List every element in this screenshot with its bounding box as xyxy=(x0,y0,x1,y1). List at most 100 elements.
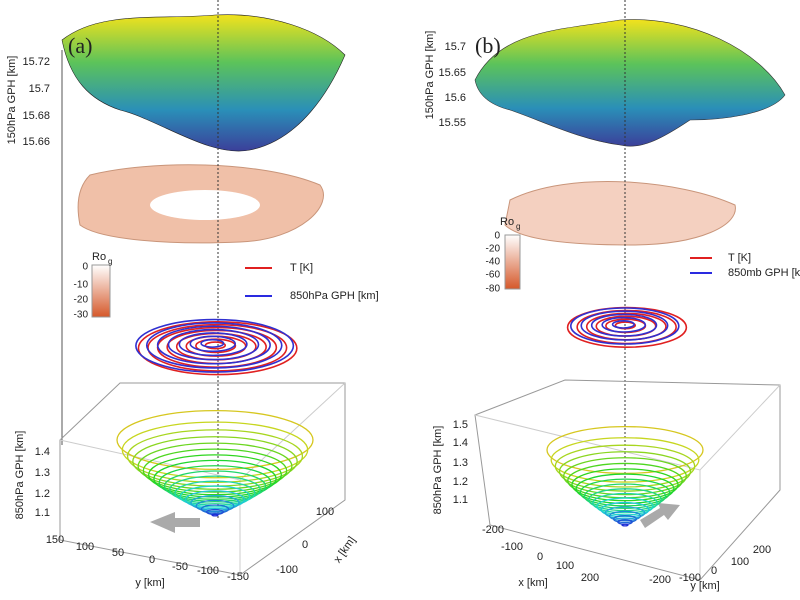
contour-line xyxy=(204,341,227,350)
tick-label: -80 xyxy=(486,284,501,295)
cone-contour xyxy=(184,490,246,510)
axis-label: 150hPa GPH [km] xyxy=(424,31,436,120)
colorbar-label: g xyxy=(108,257,112,266)
contour-line xyxy=(145,322,283,369)
surface xyxy=(474,19,786,147)
tick-label: 15.6 xyxy=(445,92,466,104)
cone-contour xyxy=(600,501,650,518)
cone-contour xyxy=(575,473,675,505)
axis-label: 850hPa GPH [km] xyxy=(432,426,444,515)
cone-contour xyxy=(563,457,687,496)
contour-line xyxy=(590,313,658,337)
colorbar-label: Ro xyxy=(92,251,106,263)
tick-label: -200 xyxy=(482,524,504,536)
cone-contour xyxy=(621,523,629,527)
cone-contour xyxy=(211,513,219,517)
axis-label: 850hPa GPH [km] xyxy=(14,431,26,520)
contour-line xyxy=(156,325,271,365)
axis-box xyxy=(59,382,346,576)
cone-contour xyxy=(604,506,646,520)
axis-label: 150hPa GPH [km] xyxy=(6,56,18,145)
tick-label: 50 xyxy=(112,547,124,559)
cone-contour xyxy=(592,492,658,514)
cone-contour xyxy=(608,510,642,522)
tick-label: 15.7 xyxy=(445,41,466,53)
contour-region xyxy=(504,181,736,246)
tick-label: 200 xyxy=(581,572,599,584)
contour-line xyxy=(147,323,288,372)
contour-line xyxy=(135,318,295,373)
tick-label: 15.66 xyxy=(22,136,50,148)
arrow xyxy=(150,512,200,533)
legend-label: 850hPa GPH [km] xyxy=(290,290,379,302)
legend-label: T [K] xyxy=(728,252,751,264)
cone-contour xyxy=(571,468,679,502)
cone-contour xyxy=(126,429,304,483)
contour-line xyxy=(200,338,225,348)
tick-label: -10 xyxy=(74,280,89,291)
cone-contour xyxy=(116,409,314,471)
colorbar-label: g xyxy=(516,222,520,231)
tick-label: 15.7 xyxy=(29,83,50,95)
tick-label: 1.1 xyxy=(453,494,468,506)
tick-label: -20 xyxy=(486,244,501,255)
tick-label: 15.72 xyxy=(22,56,50,68)
cone-contour xyxy=(153,459,277,498)
tick-label: -150 xyxy=(227,571,249,583)
tick-label: 100 xyxy=(731,556,749,568)
tick-label: -30 xyxy=(74,310,89,321)
panel-label: (a) xyxy=(68,33,92,58)
tick-label: 1.3 xyxy=(453,457,468,469)
axis-label: y [km] xyxy=(135,577,164,589)
tick-label: 15.55 xyxy=(438,117,466,129)
axis-label: y [km] xyxy=(690,580,719,592)
cone-contour xyxy=(163,470,267,502)
contour-line xyxy=(601,316,647,333)
cone-contour xyxy=(121,421,309,479)
panel-label: (b) xyxy=(475,33,501,58)
contour-line xyxy=(167,328,260,361)
cone-contour xyxy=(179,485,251,508)
tick-label: 100 xyxy=(556,560,574,572)
axis-box xyxy=(474,379,781,581)
axis-label: x [km] xyxy=(518,577,547,589)
tick-label: 1.4 xyxy=(35,446,50,458)
tick-label: -100 xyxy=(679,572,701,584)
tick-label: 1.4 xyxy=(453,437,468,449)
tick-label: 1.5 xyxy=(453,419,468,431)
cone-contour xyxy=(596,497,654,516)
cone-contour xyxy=(613,515,637,524)
cone-contour xyxy=(200,504,230,514)
legend-label: 850mb GPH [km] xyxy=(728,267,800,279)
tick-label: 0 xyxy=(537,551,543,563)
cone-contour xyxy=(158,465,272,500)
contour-line xyxy=(137,321,298,376)
cone-contour xyxy=(148,454,282,496)
tick-label: 1.3 xyxy=(35,467,50,479)
cone-contour xyxy=(546,425,704,475)
tick-label: 0 xyxy=(302,539,308,551)
cone-contour xyxy=(142,448,288,493)
tick-label: -100 xyxy=(276,564,298,576)
cone-contour xyxy=(588,488,662,512)
contour-line xyxy=(569,307,680,345)
surface xyxy=(61,14,346,152)
tick-label: -20 xyxy=(74,295,89,306)
cone-contour xyxy=(195,499,235,513)
legend-label: T [K] xyxy=(290,262,313,274)
contour-line xyxy=(580,310,669,341)
contour-region xyxy=(150,190,260,220)
tick-label: 150 xyxy=(46,534,64,546)
cone-contour xyxy=(558,451,692,492)
colorbar xyxy=(91,264,111,318)
axis-label: x [km] xyxy=(332,534,359,565)
tick-label: -50 xyxy=(172,561,188,573)
tick-label: 0 xyxy=(82,262,88,273)
tick-label: 1.2 xyxy=(453,476,468,488)
tick-label: -200 xyxy=(649,574,671,586)
tick-label: 100 xyxy=(316,506,334,518)
cone-contour xyxy=(550,437,700,483)
tick-label: 200 xyxy=(753,544,771,556)
colorbar-label: Ro xyxy=(500,216,514,228)
